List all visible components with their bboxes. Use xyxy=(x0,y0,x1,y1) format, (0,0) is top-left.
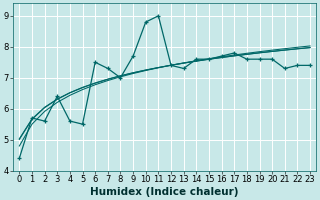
X-axis label: Humidex (Indice chaleur): Humidex (Indice chaleur) xyxy=(91,187,239,197)
